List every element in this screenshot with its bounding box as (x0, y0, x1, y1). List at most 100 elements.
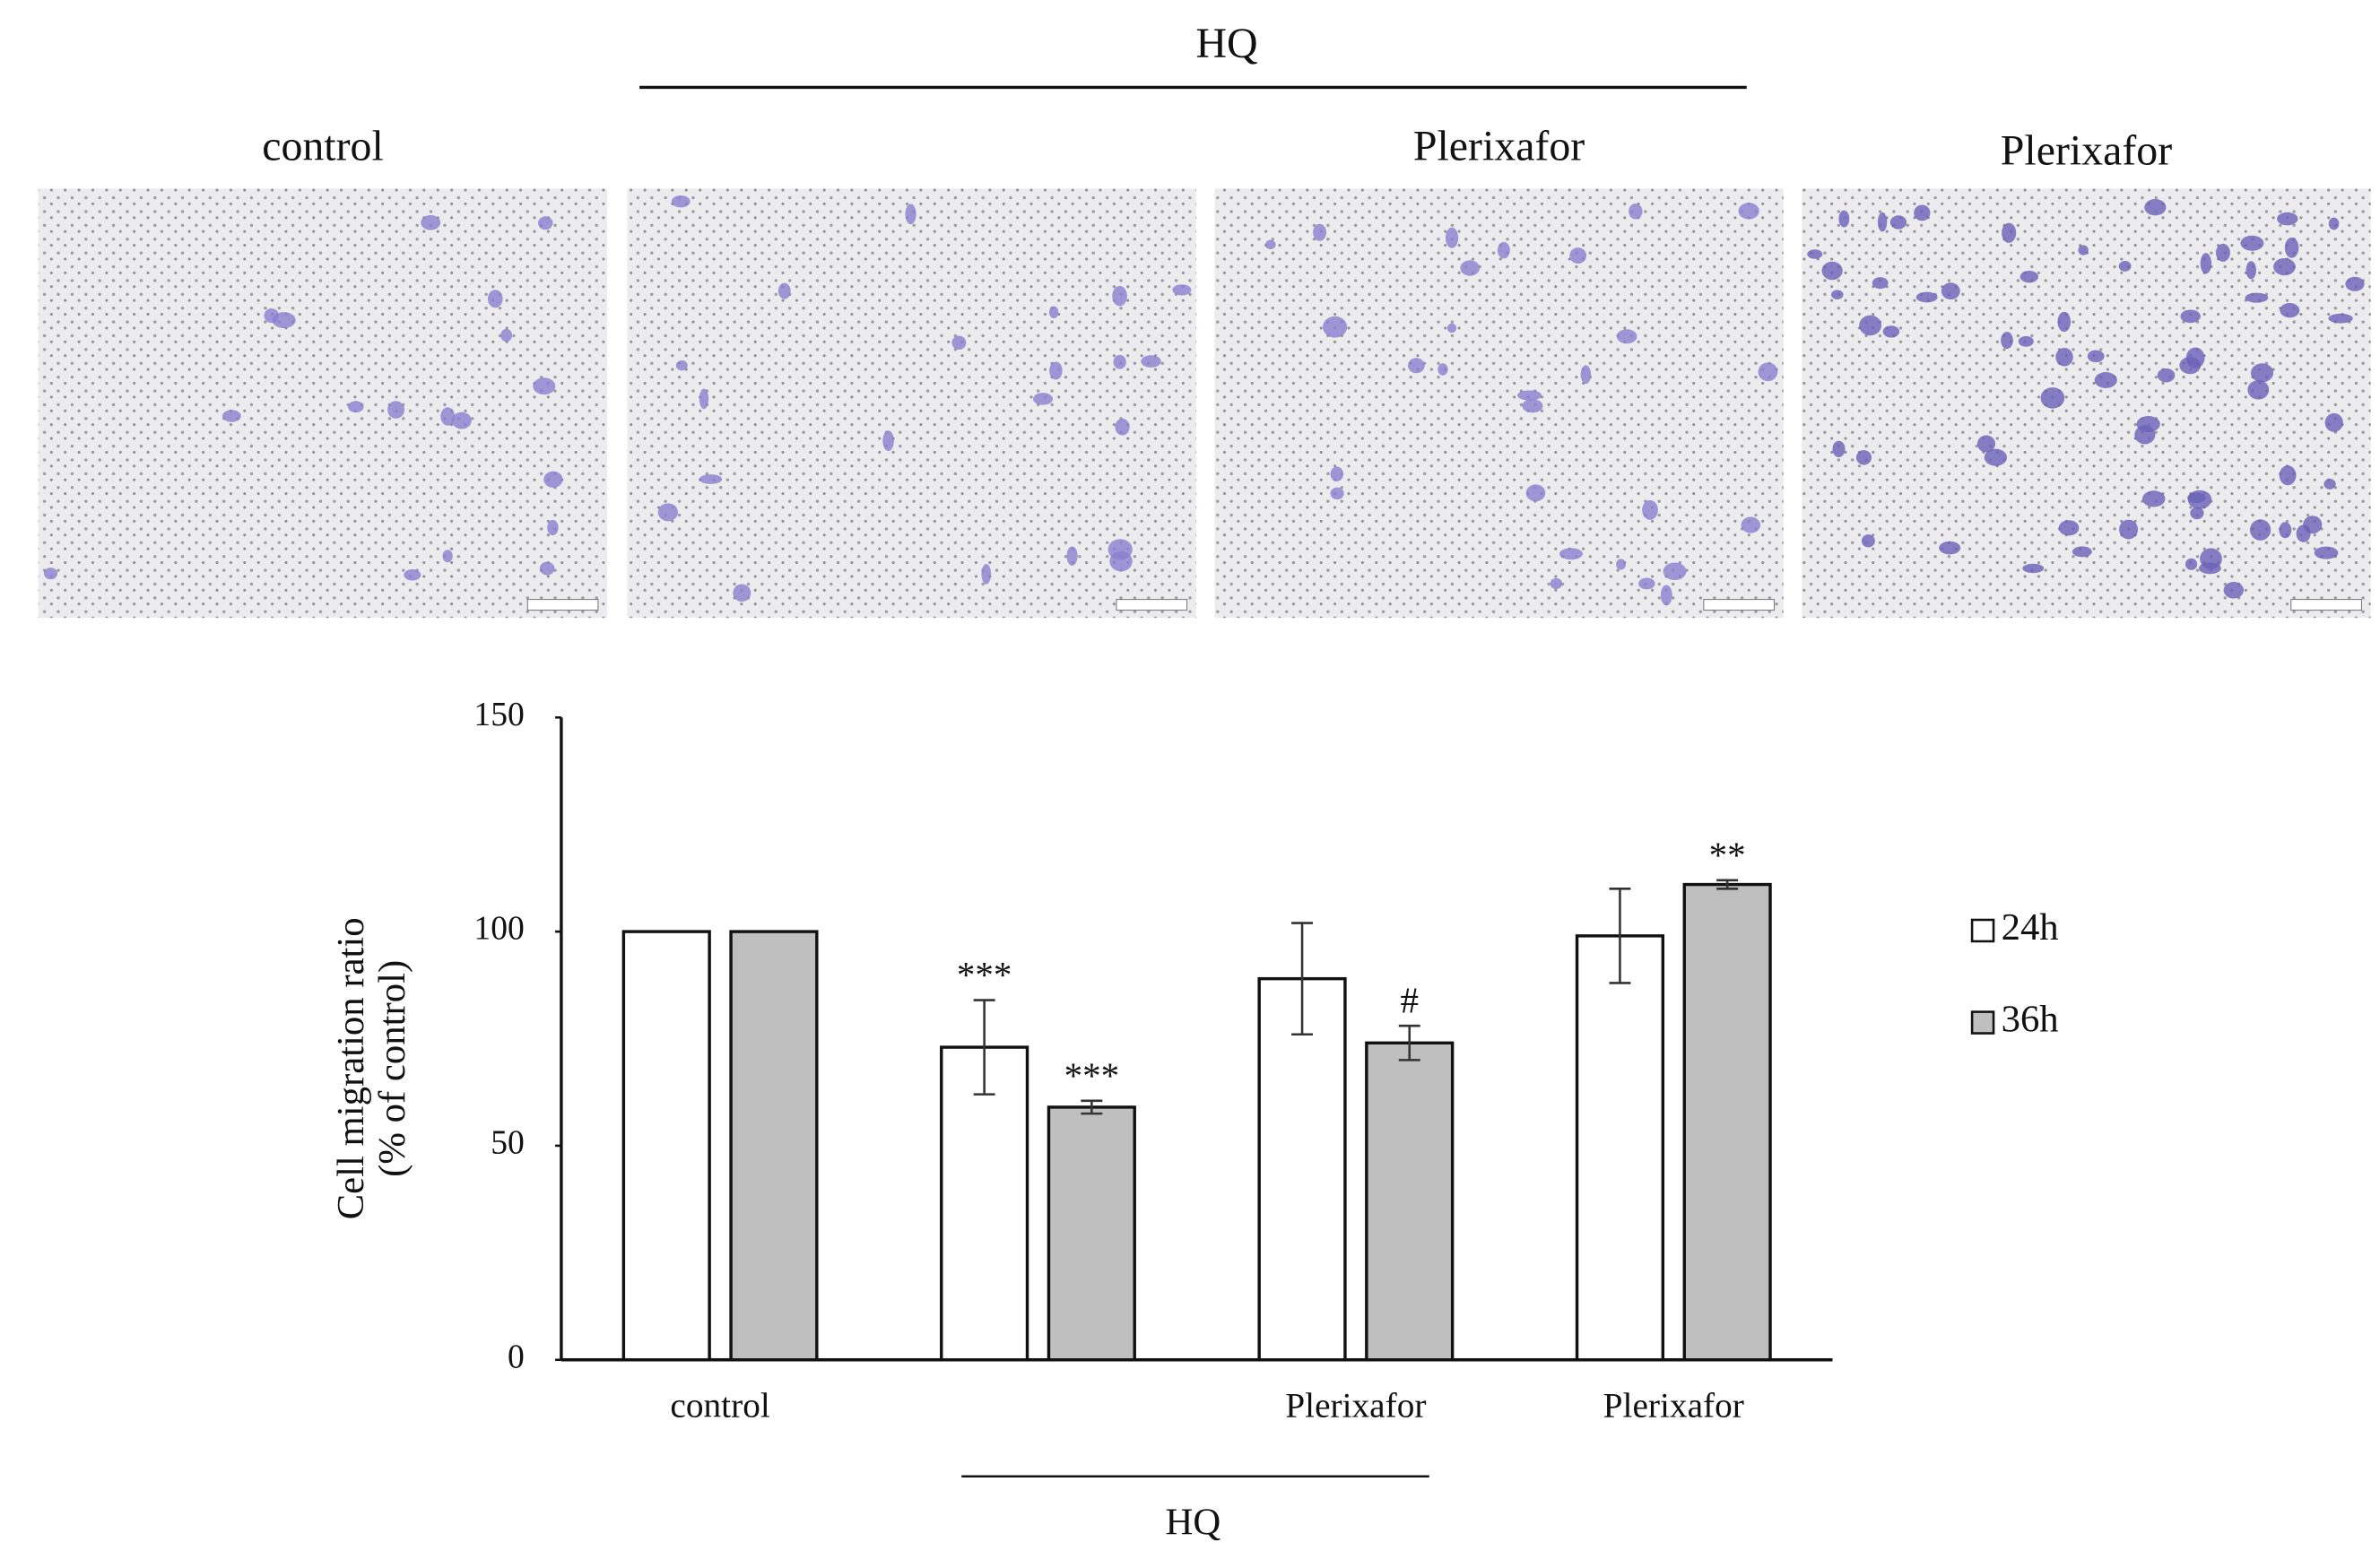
scale-bar (2290, 599, 2362, 611)
stained-cell (2087, 350, 2105, 363)
error-bar (1291, 922, 1314, 1036)
stained-cell (2324, 479, 2336, 490)
stained-cell (675, 360, 688, 371)
stained-cell (2215, 243, 2230, 262)
stained-cell (221, 410, 241, 422)
micrograph (627, 188, 1196, 619)
stained-cell (671, 195, 691, 208)
stained-cell (1616, 559, 1627, 570)
stained-cell (1264, 239, 1276, 250)
stained-cell (1113, 354, 1126, 369)
y-tick-label: 50 (491, 1124, 525, 1162)
stained-cell (2058, 520, 2080, 536)
stained-cell (2119, 519, 2139, 540)
stained-cell (1616, 329, 1637, 344)
stained-cell (2020, 270, 2038, 283)
stained-cell (1066, 546, 1078, 566)
bar (729, 930, 819, 1362)
stained-cell (2078, 245, 2089, 256)
panel-label: Plerixafor (1413, 123, 1585, 170)
significance-mark: # (1400, 980, 1419, 1021)
stained-cell (1550, 577, 1563, 590)
stained-cell (2245, 261, 2256, 280)
y-tick-label: 150 (473, 696, 524, 733)
stained-cell (1638, 577, 1655, 590)
stained-cell (2240, 235, 2264, 251)
stained-cell (1580, 365, 1592, 385)
stained-cell (500, 328, 513, 342)
bar (1365, 1041, 1455, 1362)
stained-cell (1516, 390, 1542, 401)
stained-cell (1048, 306, 1059, 319)
stained-cell (1330, 466, 1344, 481)
legend-swatch (1970, 1010, 1995, 1035)
bar (1257, 976, 1347, 1362)
y-tick-label: 100 (473, 910, 524, 948)
stained-cell (1629, 203, 1643, 220)
stained-cell (1141, 355, 1161, 368)
stained-cell (547, 519, 559, 536)
error-bar (1716, 879, 1739, 890)
scale-bar (1703, 599, 1776, 611)
stained-cell (1525, 484, 1546, 502)
stained-cell (1832, 440, 1846, 457)
stained-cell (1660, 585, 1672, 606)
stained-cell (43, 568, 58, 580)
significance-mark: ** (1709, 834, 1746, 875)
stained-cell (1438, 363, 1448, 376)
stained-cell (699, 388, 709, 410)
stained-cell (1522, 399, 1543, 413)
stained-cell (1497, 241, 1510, 259)
scale-bar (526, 599, 599, 611)
stained-cell (1445, 227, 1459, 248)
stained-cell (2022, 563, 2045, 574)
x-tick-label: Plerixafor (1285, 1386, 1426, 1425)
stained-cell (1838, 210, 1850, 228)
stained-cell (733, 584, 751, 602)
stained-cell (1889, 215, 1907, 230)
stained-cell (2345, 276, 2365, 291)
stained-cell (1642, 499, 1658, 520)
stained-cell (543, 471, 563, 488)
stained-cell (1323, 316, 1348, 338)
panel-label: Plerixafor (2001, 127, 2172, 175)
stained-cell (1330, 487, 1344, 500)
stained-cell (2249, 519, 2271, 541)
stained-cell (2273, 257, 2296, 276)
stained-cell (1407, 358, 1425, 374)
error-bar (973, 999, 995, 1096)
stained-cell (2328, 217, 2340, 230)
legend-swatch (1970, 918, 1995, 943)
stained-cell (264, 308, 279, 324)
x-tick-label: control (670, 1386, 769, 1425)
stained-cell (2002, 222, 2017, 243)
stained-cell (2314, 546, 2339, 559)
stained-cell (951, 335, 967, 351)
stained-cell (2040, 387, 2065, 409)
stained-cell (2180, 309, 2201, 324)
stained-cell (2296, 524, 2311, 542)
error-bar (1081, 1099, 1103, 1115)
stained-cell (404, 569, 421, 581)
stained-cell (1859, 315, 1882, 336)
stained-cell (2279, 465, 2297, 486)
stained-cell (2245, 292, 2269, 303)
stained-cell (539, 561, 555, 576)
stained-cell (2185, 347, 2205, 368)
stained-cell (1939, 541, 1961, 555)
stained-cell (882, 430, 894, 452)
legend-label: 24h (2002, 906, 2059, 949)
y-tick-label: 0 (508, 1338, 525, 1375)
stained-cell (777, 282, 791, 299)
stained-cell (657, 503, 679, 522)
stained-cell (2094, 372, 2117, 388)
panel-label: control (262, 123, 384, 170)
stained-cell (2284, 237, 2299, 258)
stained-cell (981, 564, 992, 585)
stained-cell (2187, 492, 2206, 504)
stained-cell (442, 550, 453, 563)
bar (1682, 882, 1772, 1362)
stained-cell (1446, 323, 1457, 334)
stained-cell (1112, 285, 1127, 307)
stained-cell (1941, 282, 1960, 300)
